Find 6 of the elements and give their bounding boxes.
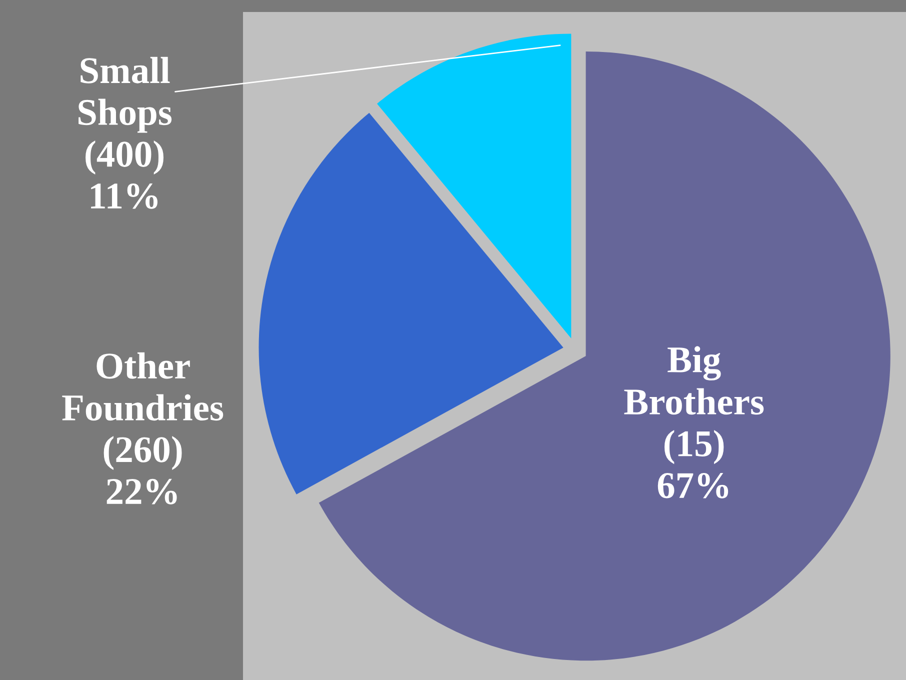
slice-label: Big Brothers [624, 346, 764, 415]
slice-label: Other Foundries [62, 352, 224, 421]
slice-label: Small Shops [78, 56, 172, 133]
data-label: (15) 67% [658, 430, 728, 498]
data-label: (260) 22% [104, 436, 182, 504]
data-label: (400) 11% [86, 140, 164, 209]
